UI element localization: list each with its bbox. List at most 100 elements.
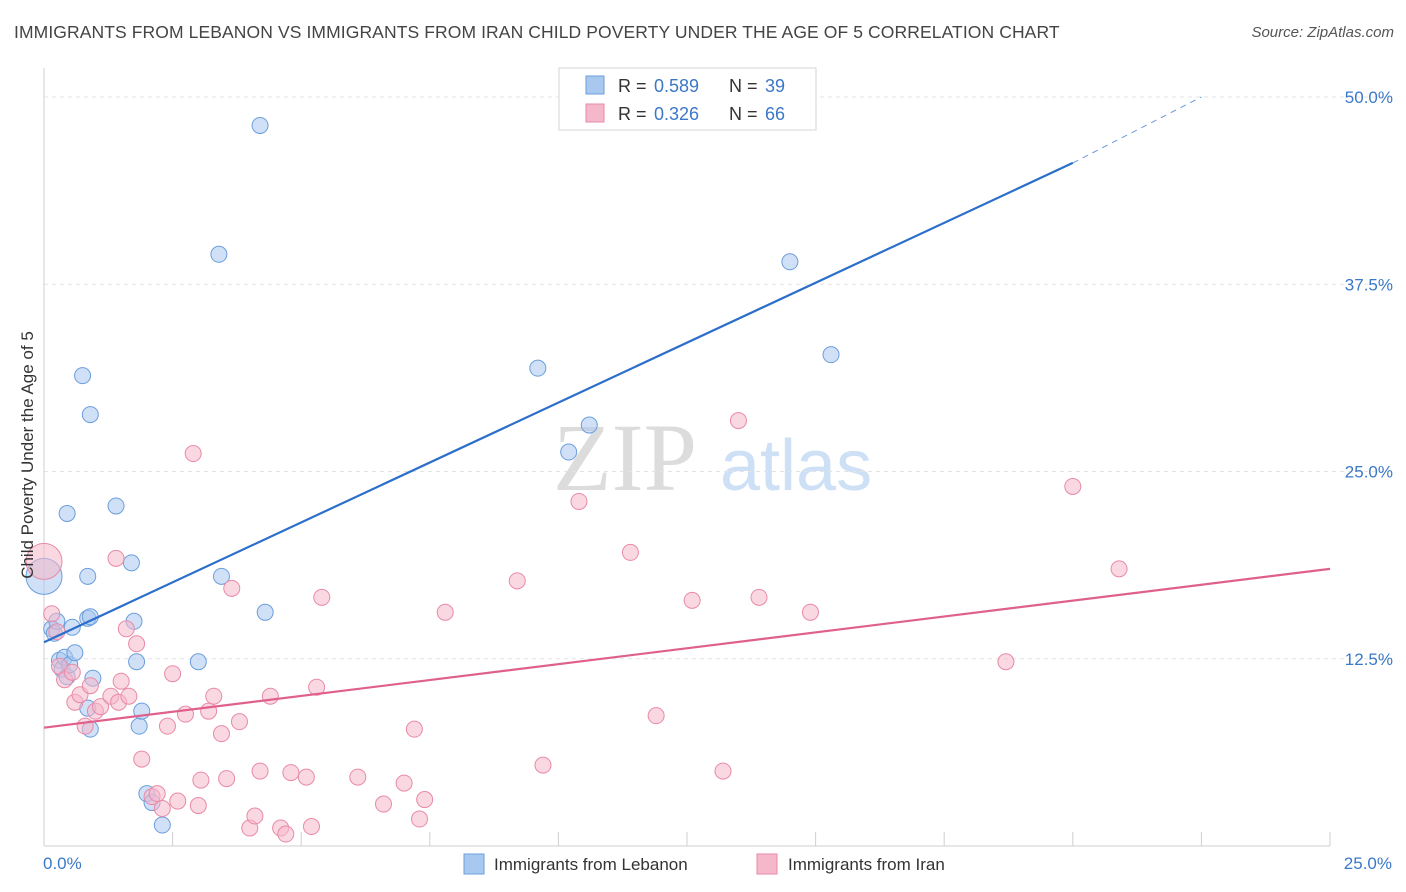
point-lebanon [81,406,99,424]
point-lebanon [822,346,840,364]
y-tick-label: 50.0% [1345,88,1393,107]
point-iran [534,756,552,774]
series-legend-swatch-lebanon [463,853,485,875]
legend-swatch-iran [585,103,605,123]
point-iran [416,791,434,809]
point-iran [395,774,413,792]
point-iran [189,797,207,815]
legend-n-value-iran: 66 [765,104,785,124]
point-lebanon [153,816,171,834]
watermark-atlas: atlas [720,426,872,506]
point-iran [997,653,1015,671]
watermark-zip: ZIP [553,404,697,511]
legend-n-label: N = [729,104,758,124]
point-lebanon [130,717,148,735]
point-iran [1110,560,1128,578]
series-legend-swatch-iran [756,853,778,875]
trend-extension-lebanon [1072,96,1202,164]
point-iran [282,764,300,782]
point-lebanon [128,653,146,671]
point-lebanon [781,253,799,271]
point-iran [411,810,429,828]
legend-r-label: R = [618,104,647,124]
series-legend-label-iran: Immigrants from Iran [788,855,945,874]
point-iran [230,713,248,731]
legend-swatch-lebanon [585,75,605,95]
point-iran [223,579,241,597]
point-iran [153,800,171,818]
point-iran [107,549,125,567]
point-iran [128,635,146,653]
grid-lines [44,96,1392,660]
legend-r-value-lebanon: 0.589 [654,76,699,96]
data-points [25,116,1128,843]
x-tick-label-min: 0.0% [43,854,82,873]
point-lebanon [529,359,547,377]
axes [43,68,1331,847]
point-lebanon [122,554,140,572]
point-iran [251,762,269,780]
legend-n-value-lebanon: 39 [765,76,785,96]
point-iran [43,605,61,623]
point-iran [729,412,747,430]
correlation-legend: R = 0.589 N = 39 R = 0.326 N = 66 [558,67,817,131]
point-iran [117,620,135,638]
point-iran [112,672,130,690]
x-tick-label-max: 25.0% [1344,854,1392,873]
point-iran [92,698,110,716]
point-lebanon [560,443,578,461]
series-legend-label-lebanon: Immigrants from Lebanon [494,855,688,874]
point-iran [261,687,279,705]
point-lebanon [256,603,274,621]
point-lebanon [107,497,125,515]
point-lebanon [251,116,269,134]
point-iran [570,492,588,510]
point-iran [375,795,393,813]
point-iran [714,762,732,780]
point-iran [647,707,665,725]
point-iran [436,603,454,621]
legend-r-label: R = [618,76,647,96]
y-tick-labels: 12.5% 25.0% 37.5% 50.0% [1345,88,1393,669]
point-iran [164,665,182,683]
point-lebanon [58,504,76,522]
point-iran [76,717,94,735]
point-iran [148,785,166,803]
point-lebanon [580,416,598,434]
point-iran [205,687,223,705]
point-lebanon [210,245,228,263]
point-iran [750,588,768,606]
legend-r-value-iran: 0.326 [654,104,699,124]
point-iran [405,720,423,738]
point-iran [192,771,210,789]
point-iran [212,725,230,743]
point-iran [508,572,526,590]
point-lebanon [212,567,230,585]
point-iran [246,807,264,825]
trend-line-lebanon [43,161,1074,644]
series-legend: Immigrants from Lebanon Immigrants from … [463,853,945,875]
point-iran [81,677,99,695]
legend-n-label: N = [729,76,758,96]
point-iran [218,770,236,788]
y-tick-label: 37.5% [1345,275,1393,294]
trend-line-iran [43,567,1331,729]
point-iran [169,792,187,810]
point-lebanon [66,644,84,662]
point-iran [297,768,315,786]
point-iran [1064,477,1082,495]
point-iran [621,543,639,561]
point-iran [184,445,202,463]
trend-lines [43,96,1331,729]
y-axis-title: Child Poverty Under the Age of 5 [18,331,37,579]
point-iran [308,678,326,696]
chart-source: Source: ZipAtlas.com [1251,24,1394,41]
point-iran [349,768,367,786]
point-iran [683,591,701,609]
point-lebanon [79,567,97,585]
point-iran [302,818,320,836]
y-tick-label: 25.0% [1345,463,1393,482]
chart-title: IMMIGRANTS FROM LEBANON VS IMMIGRANTS FR… [14,22,1060,42]
point-iran [158,717,176,735]
